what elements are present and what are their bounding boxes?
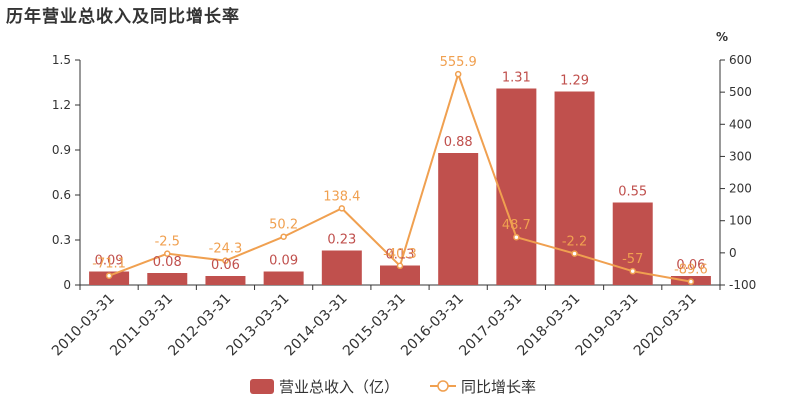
- growth-point: [396, 262, 404, 270]
- growth-point: [454, 70, 462, 78]
- growth-point: [629, 267, 636, 275]
- growth-label: -89.6: [674, 263, 708, 278]
- revenue-label: 0.23: [327, 233, 356, 248]
- revenue-label: 1.29: [560, 74, 589, 89]
- legend-revenue-swatch: [250, 379, 274, 394]
- revenue-label: 0.88: [444, 135, 473, 150]
- revenue-bar: [438, 153, 479, 285]
- growth-label: -2.5: [155, 235, 180, 250]
- left-tick-label: 0.9: [52, 143, 71, 157]
- revenue-label: 0.09: [95, 254, 124, 269]
- left-tick-label: 1.5: [52, 53, 71, 67]
- right-tick-label: 100: [729, 214, 752, 228]
- growth-label: -71.1: [92, 257, 126, 272]
- right-tick-label: 300: [729, 149, 752, 163]
- right-tick-label: 0: [729, 246, 737, 260]
- right-tick-label: 600: [729, 53, 752, 67]
- legend-revenue-label: 营业总收入（亿）: [279, 378, 399, 396]
- growth-label: 50.2: [269, 218, 298, 233]
- left-tick-label: 0.6: [52, 188, 71, 202]
- revenue-label: 0.06: [211, 258, 240, 273]
- data-labels: 0.09 0.08 0.06 0.09 0.23 0.13 0.88 1.31 1.29 0.55…: [92, 55, 707, 277]
- growth-label: 48.7: [502, 218, 531, 233]
- revenue-bar: [147, 273, 188, 285]
- right-tick-label: 500: [729, 85, 752, 99]
- growth-label: -40.3: [383, 247, 417, 262]
- revenue-bar: [205, 276, 246, 285]
- revenue-label: 1.31: [502, 71, 531, 86]
- growth-label: -57: [622, 252, 643, 267]
- legend: 营业总收入（亿） 同比增长率: [250, 378, 536, 396]
- right-tick-label: -100: [729, 278, 756, 292]
- revenue-label: 0.09: [269, 254, 298, 269]
- right-axis-unit: %: [716, 30, 728, 44]
- left-tick-label: 0.3: [52, 233, 71, 247]
- revenue-label: 0.06: [676, 258, 705, 273]
- bar-series: [89, 88, 711, 285]
- growth-label: -24.3: [209, 242, 243, 257]
- revenue-bar: [263, 271, 304, 285]
- axes: 0 0.3 0.6 0.9 1.2 1.5 -100 0 100 200 300 400 500 600%…: [49, 30, 756, 359]
- revenue-bar: [380, 265, 420, 285]
- x-tick-label: 2020-03-31: [631, 291, 700, 360]
- legend-growth-marker: [437, 380, 449, 392]
- revenue-bar: [321, 250, 362, 285]
- growth-label: 138.4: [323, 189, 360, 204]
- growth-point: [571, 250, 578, 257]
- left-tick-label: 1.2: [52, 98, 71, 112]
- growth-label: 555.9: [440, 55, 477, 70]
- revenue-label: 0.13: [386, 248, 415, 263]
- left-tick-label: 0: [63, 278, 71, 292]
- growth-label: -2.2: [562, 235, 587, 250]
- growth-point: [222, 257, 229, 264]
- revenue-bar: [496, 88, 537, 285]
- growth-point: [105, 272, 113, 279]
- growth-point: [338, 205, 346, 212]
- growth-point: [164, 250, 171, 257]
- growth-point: [280, 233, 287, 240]
- revenue-label: 0.08: [153, 255, 182, 270]
- right-tick-label: 200: [729, 182, 752, 196]
- line-series: [105, 70, 695, 285]
- chart-title: 历年营业总收入及同比增长率: [6, 7, 240, 27]
- right-tick-label: 400: [729, 117, 752, 131]
- growth-point: [687, 278, 695, 285]
- growth-point: [513, 233, 520, 241]
- revenue-label: 0.55: [618, 185, 647, 200]
- legend-growth-label: 同比增长率: [461, 378, 536, 396]
